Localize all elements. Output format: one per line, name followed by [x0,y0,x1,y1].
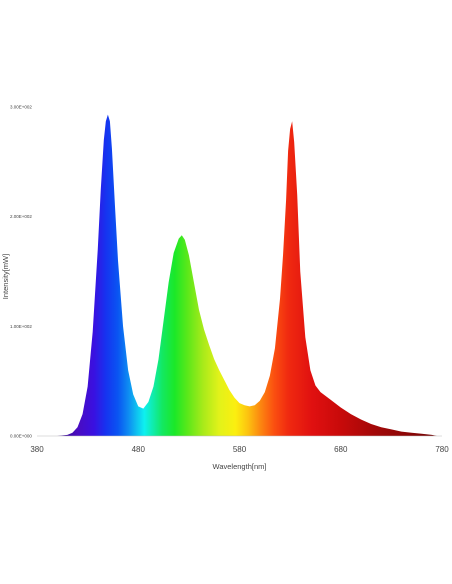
x-tick-label: 380 [30,445,44,454]
x-axis-ticks: 380 480 580 680 780 [30,445,449,454]
y-tick-label: 0.00E+000 [10,434,32,439]
spectrum-series-area [37,114,442,437]
y-tick-label: 3.00E+002 [10,105,32,110]
x-axis-title: Wavelength[nm] [213,462,267,471]
x-tick-label: 780 [435,445,449,454]
y-axis-ticks: 0.00E+000 1.00E+002 2.00E+002 3.00E+002 [10,105,32,439]
x-tick-label: 480 [132,445,146,454]
y-tick-label: 2.00E+002 [10,214,32,219]
x-tick-label: 580 [233,445,247,454]
x-tick-label: 680 [334,445,348,454]
y-tick-label: 1.00E+002 [10,324,32,329]
y-axis-title: Intensity[mW] [1,254,10,299]
